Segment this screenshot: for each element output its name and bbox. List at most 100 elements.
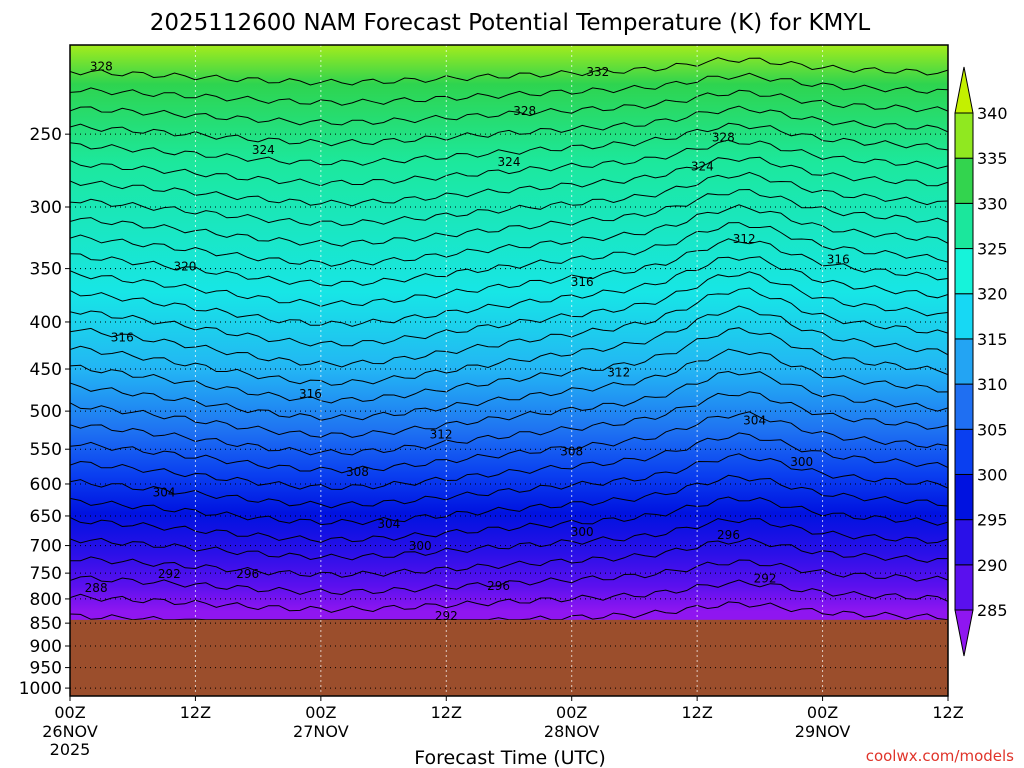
colorbar-label: 310 (977, 375, 1008, 394)
contour-label: 308 (560, 444, 583, 458)
contour-label: 332 (586, 65, 609, 79)
contour-label: 328 (513, 104, 536, 118)
y-tick-label: 750 (30, 564, 62, 584)
colorbar-label: 285 (977, 601, 1008, 620)
contour-line (70, 89, 948, 126)
x-tick-label: 12Z (180, 703, 211, 722)
contour-line (70, 188, 948, 247)
plot-area: 328 332 328 328 324 324 324 312 316 320 316 316 312 3… (69, 44, 949, 697)
contour-label: 300 (571, 525, 594, 539)
colorbar-segment (954, 564, 974, 611)
contour-label: 316 (299, 387, 322, 401)
x-tick-label: 00Z (807, 703, 838, 722)
colorbar-extend-low (954, 609, 974, 657)
contour-line (70, 57, 948, 86)
contour-label: 292 (435, 609, 458, 623)
colorbar-segment (954, 473, 974, 521)
contour-line (70, 139, 948, 187)
credit-text: coolwx.com/models (866, 747, 1014, 765)
colorbar-segment (954, 248, 974, 295)
x-tick-year: 2025 (50, 740, 91, 759)
y-tick-label: 1000 (19, 679, 62, 699)
contour-label: 288 (85, 581, 108, 595)
contour-label: 312 (607, 366, 630, 380)
colorbar-label: 300 (977, 465, 1008, 484)
colorbar-legend: 285 290 295 300 305 310 315 320 325 330 335 340 (954, 66, 1008, 657)
contour-line (70, 327, 948, 404)
contour-label: 320 (174, 259, 197, 273)
contour-line (70, 537, 948, 578)
contour-line (70, 453, 948, 509)
contour-line (70, 256, 948, 327)
chart-title: 2025112600 NAM Forecast Potential Temper… (150, 10, 871, 36)
ground-below-surface (70, 619, 948, 696)
colorbar-label: 290 (977, 556, 1008, 575)
x-tick-label: 12Z (681, 703, 712, 722)
colorbar-label: 295 (977, 511, 1008, 530)
contour-line (70, 122, 948, 166)
colorbar-label: 305 (977, 420, 1008, 439)
contour-label: 292 (158, 567, 181, 581)
contour-label: 308 (346, 465, 369, 479)
contour-line (70, 105, 948, 147)
temperature-field (70, 45, 948, 696)
contour-line (70, 348, 948, 421)
y-tick-label: 500 (30, 402, 62, 422)
y-tick-label: 650 (30, 507, 62, 527)
contour-line (70, 238, 948, 307)
contour-label: 316 (827, 252, 850, 266)
x-tick-label: 00Z (305, 703, 336, 722)
y-tick-label: 550 (30, 440, 62, 460)
contour-line (70, 432, 948, 490)
x-tick-label: 00Z (556, 703, 587, 722)
contour-line (70, 518, 948, 561)
contour-line (70, 287, 948, 368)
y-tick-label: 600 (30, 475, 62, 495)
contour-label: 292 (754, 571, 777, 585)
colorbar-segment (954, 519, 974, 566)
contour-line (70, 496, 948, 543)
contour-line (70, 171, 948, 227)
contour-line (70, 411, 948, 474)
y-axis: 250 300 350 400 450 500 550 600 650 700 750 800 850 9… (19, 125, 70, 699)
colorbar-label: 340 (977, 104, 1008, 123)
contour-line (70, 271, 948, 347)
grid-lines (70, 45, 948, 696)
colorbar-extend-high (954, 66, 974, 114)
contour-line (70, 370, 948, 438)
y-tick-label: 450 (30, 360, 62, 380)
contour-line (70, 222, 948, 287)
contour-label: 328 (90, 59, 113, 73)
contour-line (70, 474, 948, 526)
contour-label: 312 (430, 427, 453, 441)
y-tick-label: 400 (30, 313, 62, 333)
y-tick-label: 250 (30, 125, 62, 145)
contour-line (70, 391, 948, 456)
x-tick-label: 12Z (431, 703, 462, 722)
x-tick-date: 28NOV (544, 722, 600, 741)
contour-lines (70, 57, 948, 621)
colorbar-label: 330 (977, 194, 1008, 213)
contour-label: 296 (487, 579, 510, 593)
contour-line (70, 559, 948, 596)
x-tick-label: 00Z (54, 703, 85, 722)
contour-label: 316 (571, 275, 594, 289)
colorbar-segment (954, 112, 974, 159)
y-tick-label: 700 (30, 537, 62, 557)
colorbar-label: 320 (977, 285, 1008, 304)
y-tick-label: 300 (30, 198, 62, 218)
colorbar-segment (954, 383, 974, 430)
contour-label: 300 (409, 539, 432, 553)
x-tick-date: 26NOV (42, 722, 98, 741)
contour-line (70, 305, 948, 386)
contour-label: 324 (691, 159, 714, 173)
contour-label: 300 (790, 455, 813, 469)
colorbar-label: 325 (977, 240, 1008, 259)
y-tick-label: 350 (30, 260, 62, 280)
contour-line (70, 601, 948, 621)
contour-label: 316 (111, 331, 134, 345)
contour-label: 312 (733, 232, 756, 246)
y-tick-label: 900 (30, 637, 62, 657)
y-tick-label: 850 (30, 614, 62, 634)
